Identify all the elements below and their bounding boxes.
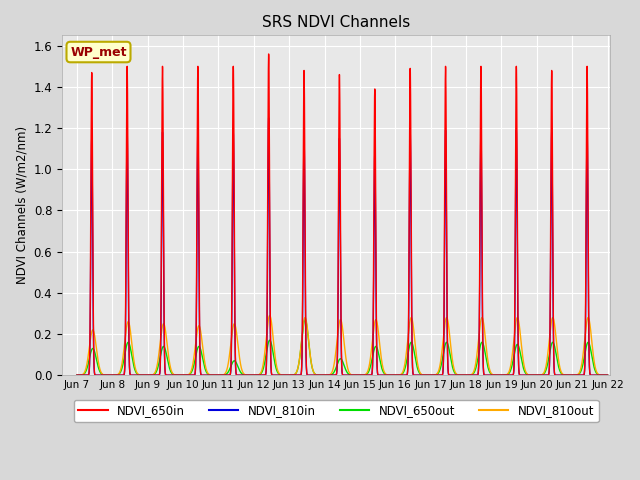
Legend: NDVI_650in, NDVI_810in, NDVI_650out, NDVI_810out: NDVI_650in, NDVI_810in, NDVI_650out, NDV… (74, 399, 599, 422)
Text: WP_met: WP_met (70, 46, 127, 59)
Title: SRS NDVI Channels: SRS NDVI Channels (262, 15, 410, 30)
Y-axis label: NDVI Channels (W/m2/nm): NDVI Channels (W/m2/nm) (15, 126, 28, 284)
